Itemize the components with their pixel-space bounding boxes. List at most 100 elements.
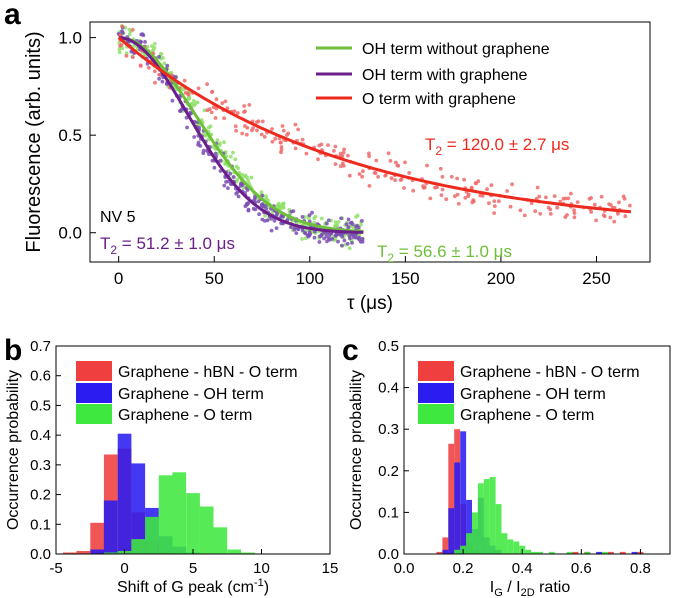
data-point-a-s2 [124,54,129,58]
panel-b-axes: -5 0 5 10 15 0.0 0.1 0.2 0.3 0.4 0.5 0.6 0.7 [30,338,338,577]
data-point-a-s2 [376,174,380,179]
data-point-a-s1 [120,30,125,35]
c-bar-s2-2 [466,533,472,554]
data-point-a-s1 [324,234,329,239]
b-bar-s2-2 [131,539,146,554]
data-point-a-s2 [280,124,285,128]
c-bar-s2-3 [472,512,478,554]
data-point-a-s1 [294,231,299,236]
data-point-a-s2 [558,199,563,204]
b-x-tick-label-0: -5 [49,560,62,577]
data-point-a-s0 [215,138,220,143]
b-bar-s2-6 [186,493,200,554]
data-point-a-s0 [319,216,324,221]
data-point-a-s2 [210,89,215,94]
data-point-a-s2 [281,128,286,133]
data-point-a-s2 [440,187,445,192]
b-y-tick-label-7: 0.7 [30,338,51,355]
data-point-a-s2 [535,185,540,190]
data-point-a-s0 [208,124,213,129]
nv-label: NV 5 [100,209,136,226]
data-point-a-s1 [357,237,362,242]
data-point-a-s2 [510,182,514,187]
data-point-a-s2 [196,86,201,91]
y-tick-label-a-0: 0.0 [58,224,82,243]
c-bar-s2-13 [531,551,537,554]
data-point-a-s2 [449,174,454,179]
data-point-a-s0 [233,157,238,162]
b-bar-s2-8 [213,527,228,554]
data-point-a-s0 [186,96,191,101]
xlabel-c-sub1: G [494,587,503,598]
x-tick-label-a-4: 200 [487,269,515,288]
legend-c-swatch-green [418,404,454,424]
data-point-a-s0 [222,140,226,145]
data-point-a-s0 [334,223,339,228]
data-point-a-s2 [394,160,398,165]
legend-c-label-red: Graphene - hBN - O term [460,364,640,381]
data-point-a-s1 [231,175,236,179]
b-bar-s0-1 [76,551,91,554]
data-point-a-s1 [345,241,350,246]
data-point-a-s2 [211,105,216,110]
data-point-a-s2 [599,194,604,199]
data-point-a-s0 [231,150,235,155]
c-bar-s2-14 [537,551,543,554]
data-point-a-s0 [159,51,164,56]
legend-c-swatch-blue [418,383,454,403]
data-point-a-s2 [388,159,393,163]
xlabel-c-mid: / I [503,579,521,596]
data-point-a-s0 [192,99,196,103]
t2-purple-prefix: T [100,234,110,253]
data-point-a-s2 [367,154,371,159]
data-point-a-s2 [235,111,240,115]
data-point-a-s1 [196,142,201,147]
data-point-a-s1 [354,224,358,229]
data-point-a-s2 [497,199,501,204]
data-point-a-s0 [162,61,167,66]
data-point-a-s2 [428,196,433,201]
c-bar-s1-2 [454,462,461,554]
data-point-a-s1 [344,222,349,227]
panel-label-a: a [4,0,21,31]
data-point-a-s2 [332,149,336,153]
b-x-tick-label-3: 10 [253,560,270,577]
data-point-a-s2 [456,201,461,206]
data-point-a-s2 [153,80,157,85]
b-y-tick-label-4: 0.4 [30,427,51,444]
data-point-a-s2 [255,120,259,124]
data-point-a-s2 [444,197,449,202]
data-point-a-s0 [234,164,239,169]
data-point-a-s2 [548,212,553,216]
data-point-a-s1 [292,227,297,232]
legend-a-label-purple: OH term with graphene [362,67,528,84]
data-point-a-s2 [572,211,577,216]
t2-green-value: = 56.6 ± 1.0 μs [394,242,512,261]
data-point-a-s2 [243,109,247,114]
data-point-a-s2 [469,185,474,190]
c-bar-s0-1 [442,537,449,554]
data-point-a-s0 [263,213,267,218]
data-point-a-s2 [396,163,401,168]
c-bar-s1-3 [460,431,467,554]
data-point-a-s1 [279,221,283,226]
c-y-tick-label-2: 0.2 [378,463,399,480]
c-bar-s0-2 [448,443,455,554]
data-point-a-s1 [324,221,329,226]
data-point-a-s2 [548,207,553,212]
c-bar-s2-7 [495,504,502,554]
data-point-a-s2 [157,72,162,77]
data-point-a-s2 [119,43,124,47]
xlabel-b-sup: -1 [254,577,264,589]
data-point-a-s1 [307,213,312,218]
data-point-a-s2 [492,211,496,216]
legend-b-label-green: Graphene - O term [118,407,252,424]
data-point-a-s2 [360,174,364,179]
data-point-a-s2 [244,132,249,137]
panel-b: -5 0 5 10 15 0.0 0.1 0.2 0.3 0.4 0.5 0.6 0.7 Occurre… [5,338,338,596]
data-point-a-s1 [350,222,355,227]
data-point-a-s2 [270,127,274,131]
c-bar-s1-4 [466,499,472,554]
data-point-a-s2 [293,146,298,151]
data-point-a-s2 [341,150,346,155]
